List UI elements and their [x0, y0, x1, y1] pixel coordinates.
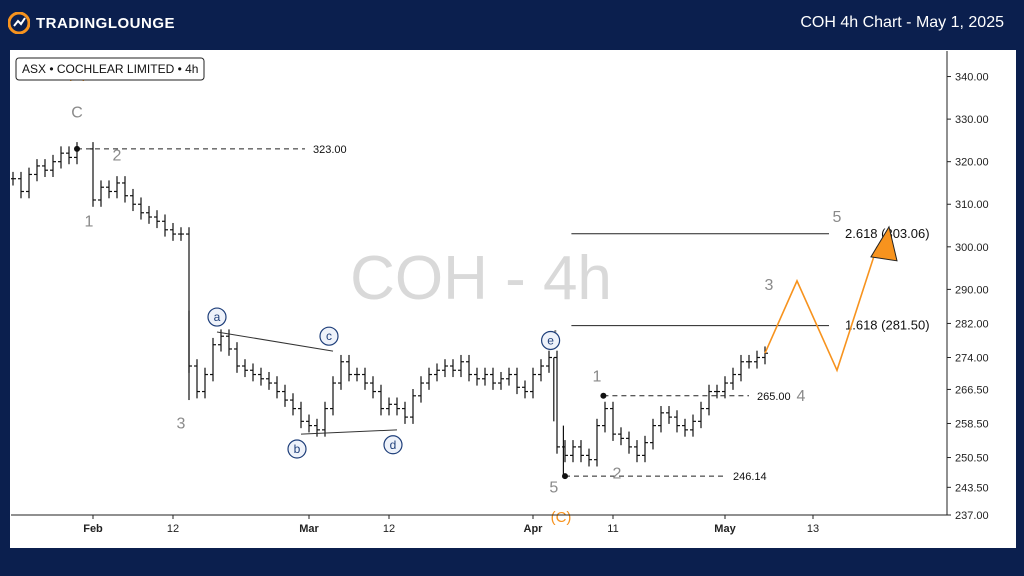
wave-label-c: c — [326, 329, 332, 343]
y-axis: 237.00 243.50 250.50 258.50 266.50 274.00 282.… — [946, 51, 989, 522]
wave-circle — [540, 330, 561, 351]
header-bar: TRADINGLOUNGE COH 4h Chart - May 1, 2025 — [0, 0, 1024, 48]
brand-logo-icon — [8, 12, 30, 34]
wave-label-1: 1 — [85, 213, 94, 230]
wave-label-5: 5 — [833, 209, 842, 226]
wave-circle — [319, 326, 339, 346]
x-tick-label: 13 — [807, 523, 819, 535]
projection-path — [764, 246, 878, 373]
y-tick-label: 310.00 — [955, 199, 989, 211]
y-tick-label: 290.00 — [955, 284, 989, 296]
y-tick-label: 237.00 — [955, 510, 989, 522]
x-axis: Feb 12 Mar 12 Apr 11 May 13 — [11, 514, 947, 535]
x-tick-label: Apr — [524, 523, 544, 535]
projection-arrow — [870, 225, 898, 262]
pivot-dot — [562, 473, 568, 480]
wave-label-3: 3 — [177, 415, 186, 432]
pivot-dot — [74, 145, 80, 152]
y-tick-label: 266.50 — [955, 384, 989, 396]
wave-circle — [287, 439, 307, 459]
wave-label-1: 1 — [593, 369, 602, 386]
wave-label-3: 3 — [765, 277, 774, 294]
y-tick-label: 258.50 — [955, 418, 989, 430]
pivot-dot — [600, 392, 607, 399]
x-tick-label: Feb — [83, 523, 103, 535]
y-tick-label: 250.50 — [955, 453, 989, 465]
wave-circle — [383, 435, 403, 455]
wave-label-2: 2 — [113, 147, 122, 164]
wave-label-a: a — [214, 310, 221, 324]
symbol-label: ASX • COCHLEAR LIMITED • 4h — [22, 62, 198, 76]
x-tick-label: May — [714, 523, 736, 535]
level-label: 323.00 — [313, 144, 347, 156]
level-label: 246.14 — [733, 471, 767, 483]
y-tick-label: 274.00 — [955, 352, 989, 364]
wave-label-b: b — [294, 442, 301, 456]
wave-label-d: d — [390, 438, 397, 452]
x-tick-label: 11 — [607, 523, 618, 535]
triangle-lower-line — [300, 429, 398, 435]
price-chart: COH - 4h 323.00 265.00 246.14 1.618 (281.50)… — [10, 51, 989, 535]
chart-frame: COH - 4h 323.00 265.00 246.14 1.618 (281.50)… — [10, 50, 1016, 548]
triangle-upper-line — [216, 331, 334, 352]
wave-label-5: 5 — [549, 479, 558, 496]
symbol-label-box — [15, 57, 205, 81]
y-tick-label: 282.00 — [955, 318, 989, 330]
plot-layer: COH - 4h 323.00 265.00 246.14 1.618 (281.50)… — [10, 64, 930, 526]
y-tick-label: 243.50 — [955, 482, 989, 494]
y-tick-label: 300.00 — [955, 242, 989, 254]
level-label: 265.00 — [757, 391, 791, 403]
y-tick-label: 330.00 — [955, 114, 989, 126]
wave-label-e: e — [547, 333, 554, 347]
wave-label-4: 4 — [797, 388, 806, 405]
wave-label-(C): (C) — [551, 509, 572, 526]
wave-label-C: C — [71, 105, 83, 122]
brand-logo: TRADINGLOUNGE — [8, 12, 175, 34]
brand-name: TRADINGLOUNGE — [36, 14, 175, 32]
watermark-text: COH - 4h — [350, 244, 612, 313]
level-label: 1.618 (281.50) — [845, 318, 930, 333]
x-tick-label: Mar — [299, 523, 319, 535]
y-tick-label: 340.00 — [955, 72, 989, 84]
wave-circle — [207, 307, 227, 327]
x-tick-label: 12 — [383, 523, 395, 535]
chart-title: COH 4h Chart - May 1, 2025 — [800, 14, 1004, 31]
wave-label-2: 2 — [613, 465, 622, 482]
y-tick-label: 320.00 — [955, 157, 989, 169]
x-tick-label: 12 — [167, 523, 179, 535]
